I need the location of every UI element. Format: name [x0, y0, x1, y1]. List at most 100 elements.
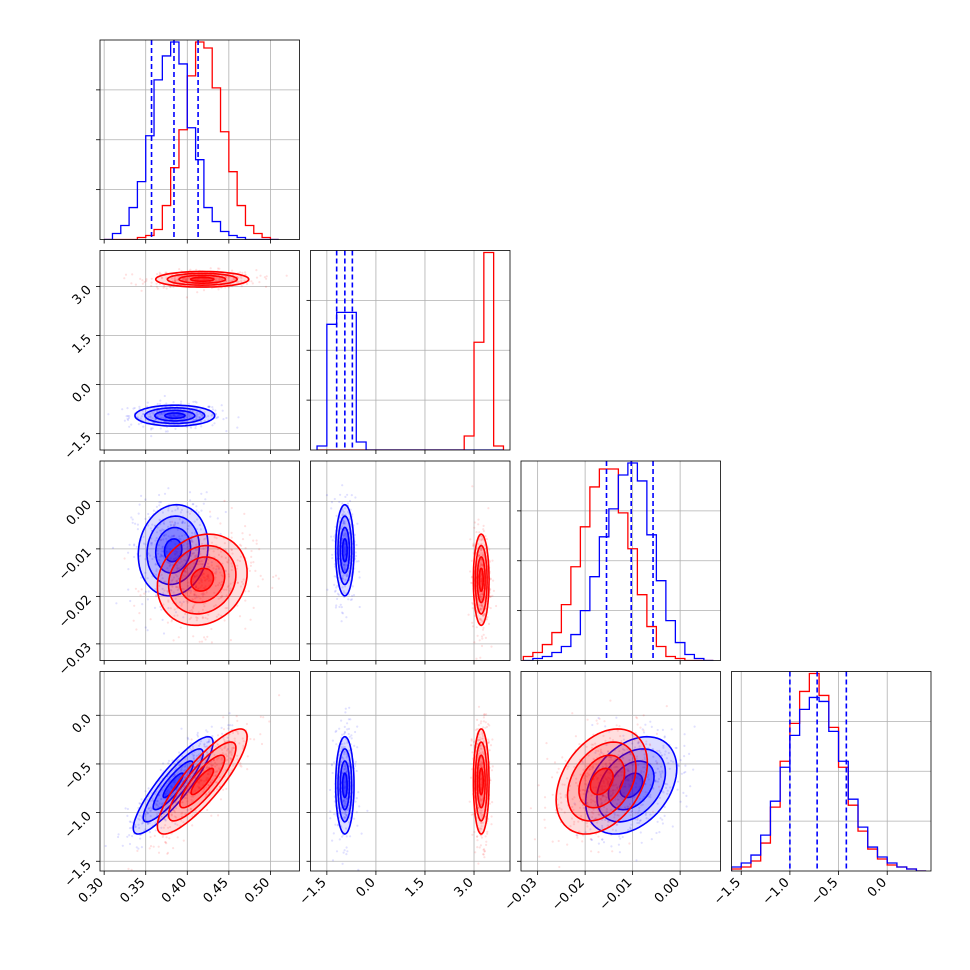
- sample-point-blue: [160, 554, 163, 557]
- sample-point-blue: [346, 808, 349, 811]
- sample-point-blue: [183, 521, 186, 525]
- sample-point-blue: [344, 827, 348, 830]
- sample-point-red: [253, 738, 256, 741]
- sample-point-red: [583, 777, 586, 780]
- sample-point-red: [480, 821, 483, 824]
- sample-point-red: [226, 606, 229, 610]
- sample-point-blue: [601, 794, 605, 797]
- sample-point-blue: [345, 815, 348, 818]
- sample-point-blue: [617, 798, 620, 801]
- sample-point-blue: [649, 796, 652, 799]
- sample-point-blue: [642, 770, 645, 773]
- sample-point-red: [216, 548, 219, 551]
- sample-point-blue: [609, 790, 612, 793]
- sample-point-blue: [127, 416, 131, 420]
- sample-point-blue: [166, 567, 169, 570]
- sample-point-blue: [170, 785, 173, 788]
- sample-point-blue: [169, 523, 172, 526]
- sample-point-blue: [169, 415, 172, 418]
- sample-point-blue: [356, 725, 359, 728]
- sample-point-blue: [342, 534, 345, 537]
- sample-point-red: [590, 798, 593, 801]
- sample-point-red: [230, 750, 233, 754]
- sample-point-blue: [146, 812, 149, 815]
- sample-point-blue: [178, 775, 181, 778]
- sample-point-red: [601, 785, 604, 788]
- sample-point-red: [228, 279, 231, 282]
- sample-point-blue: [183, 765, 186, 768]
- sample-point-red: [265, 277, 268, 280]
- sample-point-red: [488, 749, 491, 752]
- sample-point-red: [227, 559, 230, 562]
- contour-blue: [137, 503, 209, 597]
- sample-point-red: [602, 795, 605, 798]
- sample-point-red: [560, 801, 563, 804]
- sample-point-blue: [649, 783, 652, 787]
- sample-point-red: [225, 755, 229, 758]
- histogram-red-1: [317, 251, 505, 450]
- sample-point-blue: [601, 838, 604, 841]
- sample-point-red: [200, 779, 203, 782]
- sample-point-blue: [194, 586, 197, 589]
- sample-point-red: [202, 587, 205, 590]
- sample-point-red: [584, 782, 587, 786]
- sample-point-blue: [674, 746, 677, 750]
- sample-point-red: [199, 562, 202, 566]
- sample-point-red: [250, 280, 253, 283]
- sample-point-red: [199, 577, 202, 580]
- sample-point-red: [145, 278, 148, 281]
- sample-point-blue: [180, 400, 183, 403]
- sample-point-blue: [173, 557, 176, 560]
- sample-point-red: [211, 764, 215, 767]
- sample-point-blue: [146, 598, 149, 601]
- sample-point-blue: [341, 756, 344, 760]
- sample-point-red: [600, 803, 603, 806]
- sample-point-red: [576, 836, 579, 839]
- contour-red: [589, 767, 614, 796]
- sample-point-blue: [169, 520, 172, 524]
- sample-point-red: [163, 284, 166, 287]
- sample-point-blue: [144, 828, 147, 831]
- sample-point-blue: [158, 493, 161, 497]
- sample-point-red: [218, 267, 221, 270]
- sample-point-red: [217, 565, 220, 568]
- sample-point-red: [162, 286, 165, 289]
- sample-point-red: [476, 634, 479, 637]
- sample-point-red: [156, 273, 159, 276]
- sample-point-red: [480, 765, 483, 768]
- histogram-blue-0: [104, 41, 279, 240]
- sample-point-red: [474, 728, 477, 732]
- sample-point-blue: [128, 842, 132, 846]
- contour-red: [590, 768, 614, 795]
- scatter-panel-3-2: [521, 671, 721, 871]
- sample-point-red: [178, 268, 181, 271]
- sample-point-blue: [176, 567, 179, 571]
- sample-point-blue: [160, 608, 163, 611]
- sample-point-red: [471, 625, 474, 628]
- sample-point-blue: [133, 543, 136, 546]
- sample-point-blue: [201, 563, 204, 566]
- sample-point-blue: [351, 585, 354, 588]
- sample-point-blue: [343, 805, 346, 808]
- sample-point-red: [482, 853, 485, 856]
- sample-point-blue: [660, 754, 663, 757]
- sample-point-blue: [162, 592, 165, 595]
- sample-point-red: [176, 586, 180, 589]
- sample-point-red: [207, 791, 211, 794]
- sample-point-red: [187, 581, 190, 584]
- sample-point-blue: [343, 849, 346, 852]
- sample-point-red: [602, 753, 605, 756]
- sample-point-red: [489, 607, 492, 610]
- contour-red: [191, 768, 214, 795]
- sample-point-blue: [343, 548, 346, 552]
- sample-point-blue: [615, 823, 618, 826]
- sample-point-blue: [337, 593, 340, 596]
- contour-blue: [596, 748, 667, 823]
- sample-point-red: [629, 752, 632, 755]
- sample-point-red: [174, 277, 177, 280]
- sample-point-blue: [354, 760, 357, 763]
- sample-point-red: [250, 561, 253, 564]
- sample-point-blue: [168, 414, 171, 417]
- sample-point-blue: [340, 527, 343, 531]
- sample-point-red: [236, 604, 239, 607]
